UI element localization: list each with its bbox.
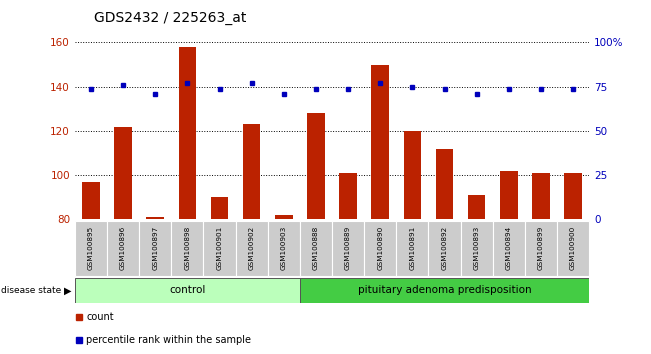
Bar — [371, 64, 389, 219]
Text: disease state: disease state — [1, 286, 62, 295]
Bar — [525, 221, 557, 276]
Text: control: control — [169, 285, 206, 295]
Bar — [364, 221, 396, 276]
Bar — [300, 221, 332, 276]
Text: GSM100888: GSM100888 — [313, 225, 319, 270]
Text: count: count — [87, 312, 114, 322]
Bar — [436, 149, 453, 219]
Bar — [332, 221, 364, 276]
Bar — [146, 217, 164, 219]
Text: GSM100889: GSM100889 — [345, 225, 351, 270]
Bar — [178, 47, 196, 219]
Text: GSM100891: GSM100891 — [409, 225, 415, 270]
Bar — [300, 278, 589, 303]
Bar — [139, 221, 171, 276]
Text: GSM100899: GSM100899 — [538, 225, 544, 270]
Text: GSM100896: GSM100896 — [120, 225, 126, 270]
Text: GSM100890: GSM100890 — [377, 225, 383, 270]
Bar — [428, 221, 461, 276]
Text: GSM100901: GSM100901 — [217, 225, 223, 270]
Text: GSM100892: GSM100892 — [441, 225, 447, 270]
Bar — [107, 221, 139, 276]
Text: GSM100893: GSM100893 — [474, 225, 480, 270]
Text: GSM100903: GSM100903 — [281, 225, 287, 270]
Text: percentile rank within the sample: percentile rank within the sample — [87, 335, 251, 345]
Text: ▶: ▶ — [64, 285, 72, 295]
Bar — [114, 126, 132, 219]
Bar — [339, 173, 357, 219]
Bar — [243, 124, 260, 219]
Bar — [500, 171, 518, 219]
Bar — [493, 221, 525, 276]
Bar — [268, 221, 300, 276]
Text: GSM100900: GSM100900 — [570, 225, 576, 270]
Bar — [75, 221, 107, 276]
Bar — [171, 221, 203, 276]
Bar — [532, 173, 550, 219]
Bar — [236, 221, 268, 276]
Bar — [557, 221, 589, 276]
Bar — [75, 278, 300, 303]
Bar — [275, 215, 293, 219]
Text: GSM100898: GSM100898 — [184, 225, 190, 270]
Bar — [468, 195, 486, 219]
Text: GSM100895: GSM100895 — [88, 225, 94, 270]
Bar — [564, 173, 582, 219]
Bar — [203, 221, 236, 276]
Text: GSM100897: GSM100897 — [152, 225, 158, 270]
Text: GDS2432 / 225263_at: GDS2432 / 225263_at — [94, 11, 247, 25]
Bar — [396, 221, 428, 276]
Bar — [404, 131, 421, 219]
Bar — [461, 221, 493, 276]
Bar — [82, 182, 100, 219]
Bar — [211, 197, 229, 219]
Text: pituitary adenoma predisposition: pituitary adenoma predisposition — [357, 285, 531, 295]
Text: GSM100894: GSM100894 — [506, 225, 512, 270]
Bar — [307, 113, 325, 219]
Text: GSM100902: GSM100902 — [249, 225, 255, 270]
